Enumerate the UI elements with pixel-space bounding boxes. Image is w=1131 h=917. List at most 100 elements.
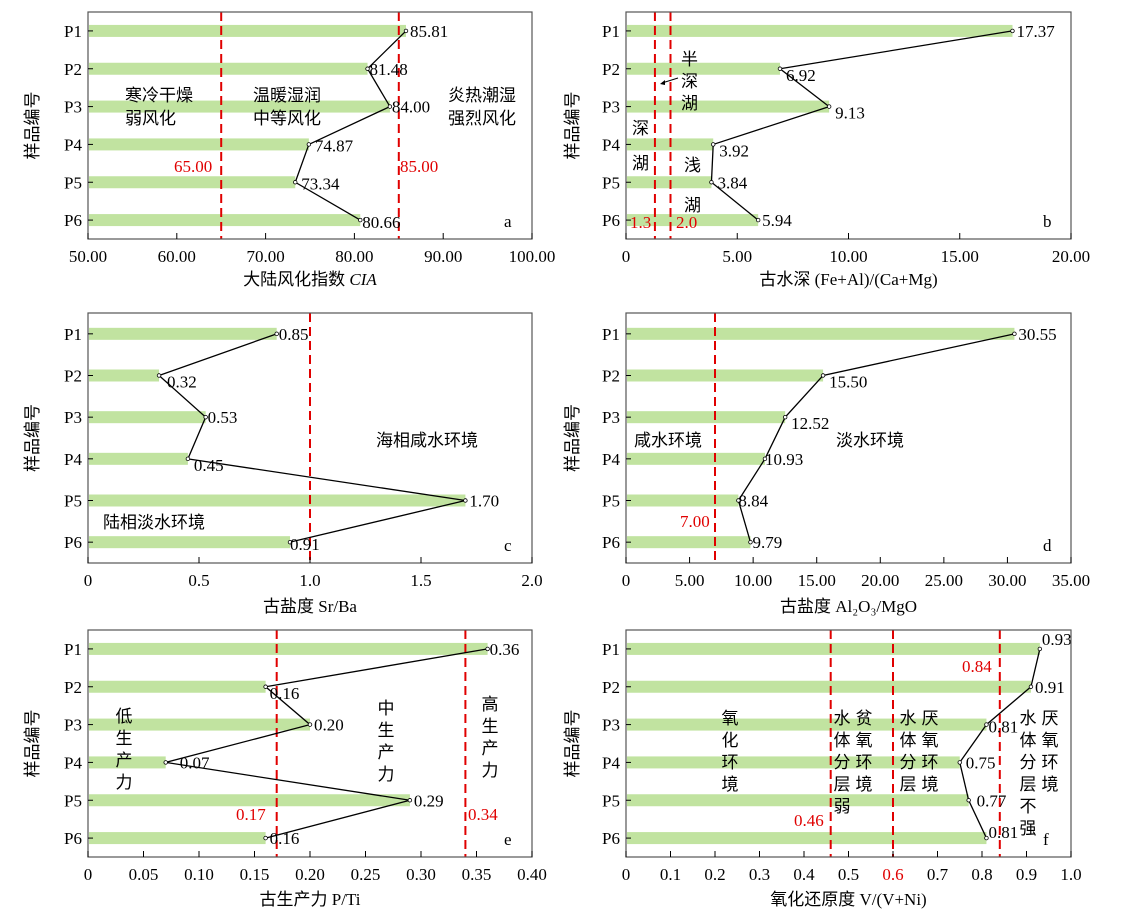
data-point xyxy=(820,373,826,378)
value-label: 84.00 xyxy=(392,98,430,117)
x-tick-label: 0.05 xyxy=(129,865,159,884)
panel-label: a xyxy=(504,212,512,231)
x-tick-label: 2.0 xyxy=(521,571,542,590)
annotation: 温暖湿润 xyxy=(253,86,321,105)
x-tick-label: 1.5 xyxy=(410,571,431,590)
data-point xyxy=(307,722,313,727)
bar-P1 xyxy=(89,327,277,340)
value-label: 0.85 xyxy=(279,325,309,344)
x-tick-label: 35.00 xyxy=(1052,571,1090,590)
bar-P1 xyxy=(89,24,406,37)
bar-P2 xyxy=(89,369,160,382)
y-tick-label: P6 xyxy=(602,211,620,230)
data-point xyxy=(736,498,741,503)
bar-P3 xyxy=(89,100,390,113)
y-tick-label: P4 xyxy=(64,135,82,154)
x-tick-label: 60.00 xyxy=(158,247,196,266)
threshold-label: 0.46 xyxy=(794,811,824,830)
panel-label: b xyxy=(1043,212,1052,231)
x-tick-label: 1.0 xyxy=(1060,865,1081,884)
annotation: 陆相淡水环境 xyxy=(103,513,205,532)
bar-P6 xyxy=(627,536,751,549)
threshold-label: 7.00 xyxy=(680,512,710,531)
y-tick-label: P5 xyxy=(602,492,620,511)
bar-P3 xyxy=(627,718,987,731)
y-tick-label: P1 xyxy=(602,22,620,41)
x-tick-label: 0 xyxy=(622,571,631,590)
y-tick-label: P6 xyxy=(602,829,620,848)
value-label: 10.93 xyxy=(765,450,803,469)
value-label: 0.36 xyxy=(490,640,520,659)
y-tick-label: P2 xyxy=(64,367,82,386)
value-label: 73.34 xyxy=(301,174,340,193)
value-label: 3.84 xyxy=(717,173,747,192)
panel-e: 0.36 0.16 0.20 0.07 0.29 0.16 P1 P2 P3 P4 P5 P60 0.0… xyxy=(23,629,547,909)
value-label: 0.16 xyxy=(270,684,300,703)
value-label: 74.87 xyxy=(315,136,354,155)
plot-frame xyxy=(87,11,533,240)
data-point xyxy=(748,539,753,545)
data-point xyxy=(306,142,312,147)
data-point xyxy=(463,498,468,503)
value-label: 80.66 xyxy=(362,213,400,232)
bar-P3 xyxy=(627,100,830,113)
panel-label: c xyxy=(504,536,512,555)
data-point xyxy=(156,373,162,378)
annotation: 弱风化 xyxy=(125,109,176,128)
value-label: 8.84 xyxy=(738,492,768,511)
annotation: 氧化环境 xyxy=(719,709,739,797)
value-label: 0.77 xyxy=(977,791,1007,810)
data-point xyxy=(957,760,962,765)
bar-P5 xyxy=(627,494,739,507)
annotation: 咸水环境 xyxy=(634,431,702,450)
data-point xyxy=(263,835,268,841)
trend-line xyxy=(710,30,1013,221)
x-tick-label: 0.10 xyxy=(184,865,214,884)
panel-label: d xyxy=(1043,536,1052,555)
threshold-label: 85.00 xyxy=(400,157,438,176)
x-tick-label: 20.00 xyxy=(1052,247,1090,266)
annotation: 低生产力 xyxy=(113,707,133,795)
x-axis-title-text: 古水深 (Fe+Al)/(Ca+Mg) xyxy=(759,270,937,289)
bar-P6 xyxy=(627,214,759,227)
x-axis-title: 古生产力 P/Ti xyxy=(260,890,361,909)
x-axis-title-text: 古生产力 P/Ti xyxy=(260,890,361,909)
y-tick-label: P3 xyxy=(64,98,82,117)
value-label: 0.93 xyxy=(1042,630,1072,649)
data-point xyxy=(407,798,413,803)
y-tick-label: P4 xyxy=(64,450,82,469)
data-point xyxy=(762,456,768,462)
value-label: 0.91 xyxy=(1035,678,1065,697)
y-tick-label: P5 xyxy=(64,492,82,511)
y-tick-label: P1 xyxy=(602,325,620,344)
x-tick-label: 80.00 xyxy=(335,247,373,266)
data-point xyxy=(274,331,279,337)
data-point xyxy=(966,798,971,803)
y-tick-label: P3 xyxy=(602,716,620,735)
trend-line xyxy=(294,30,407,221)
annotation: 湖 xyxy=(632,154,649,173)
value-label: 0.20 xyxy=(314,716,344,735)
trend-line xyxy=(157,333,466,543)
x-tick-label: 0 xyxy=(622,865,631,884)
x-axis-title-text: 古盐度 Al₂O₃/MgO xyxy=(780,597,917,616)
value-label: 9.79 xyxy=(752,533,782,552)
plot-frame xyxy=(625,312,1072,564)
threshold-label: 2.0 xyxy=(676,213,697,232)
y-tick-label: P3 xyxy=(602,98,620,117)
annotation: 寒冷干燥 xyxy=(125,86,193,105)
y-axis-title: 样品编号 xyxy=(23,92,42,160)
y-tick-label: P1 xyxy=(602,640,620,659)
x-tick-label: 0.4 xyxy=(793,865,815,884)
bar-P1 xyxy=(627,642,1040,655)
value-label: 0.53 xyxy=(208,408,238,427)
trend-line xyxy=(165,648,488,839)
data-point xyxy=(387,104,393,109)
value-label: 0.07 xyxy=(180,753,210,772)
y-tick-label: P5 xyxy=(64,791,82,810)
data-point xyxy=(709,180,714,185)
panel-b: 17.37 6.92 9.13 3.92 3.84 5.94 P1 P2 P3 P4 P5 P60 5.… xyxy=(563,11,1090,289)
y-tick-label: P2 xyxy=(602,367,620,386)
y-tick-label: P2 xyxy=(602,678,620,697)
